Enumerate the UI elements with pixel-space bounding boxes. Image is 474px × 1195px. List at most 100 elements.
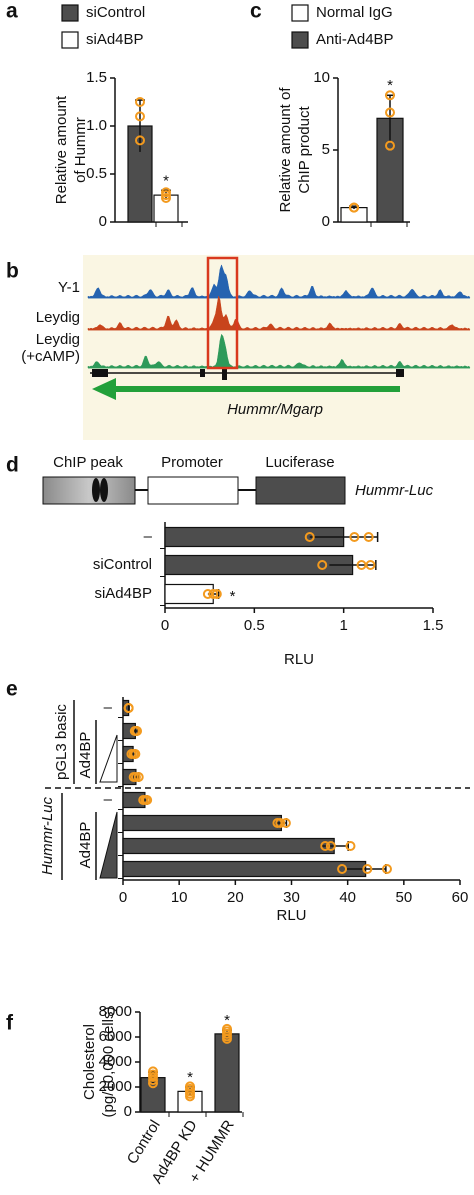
data-point — [135, 135, 145, 146]
bar — [164, 583, 214, 605]
construct-name: Hummr-Luc — [355, 482, 434, 499]
data-point — [385, 90, 395, 101]
data-point — [381, 864, 392, 874]
treatment-label: Ad4BP — [77, 732, 94, 779]
data-point — [325, 841, 336, 851]
bar — [122, 860, 367, 878]
legend-label: Anti-Ad4BP — [316, 31, 394, 48]
data-point — [211, 589, 222, 599]
treatment-label: Ad4BP — [77, 822, 94, 869]
promoter-box — [147, 476, 239, 505]
luciferase-box — [255, 476, 346, 505]
data-point — [148, 1078, 158, 1089]
track-label: Leydig — [36, 309, 80, 326]
bar — [340, 207, 368, 223]
track-label: Leydig — [36, 331, 80, 348]
browser-background — [83, 255, 474, 440]
gene-label: Hummr/Mgarp — [227, 401, 323, 418]
element-label: ChIP peak — [53, 454, 123, 471]
data-point — [130, 749, 141, 759]
data-point — [123, 703, 134, 713]
element-label: Promoter — [161, 454, 223, 471]
y-tick-label: – — [104, 699, 113, 716]
legend-swatch — [61, 4, 79, 22]
data-point — [208, 589, 219, 599]
bar — [122, 814, 282, 832]
y-axis-label: Relative amount of — [277, 87, 294, 213]
signal-track — [87, 295, 471, 331]
data-point — [222, 1033, 232, 1044]
significance: * — [187, 1069, 193, 1086]
exon — [200, 369, 205, 377]
data-point — [148, 1075, 158, 1086]
dose-ramp — [99, 734, 118, 783]
highlight-box — [206, 256, 239, 370]
data-point — [337, 864, 348, 874]
y-tick-label: siAd4BP — [94, 585, 152, 602]
significance: * — [163, 172, 169, 189]
y-tick-label: 0 — [99, 213, 107, 230]
panel-letter: c — [250, 0, 262, 23]
legend-label: Normal IgG — [316, 4, 393, 21]
legend-swatch — [61, 31, 79, 49]
panel-letter: e — [6, 678, 18, 701]
gene-arrowhead — [92, 378, 116, 400]
x-tick-label: Control — [124, 1117, 164, 1167]
exon — [92, 369, 108, 377]
bar — [122, 837, 335, 855]
panel-letter: d — [6, 454, 19, 477]
data-point — [365, 560, 376, 570]
y-axis-label: Cholesterol — [81, 1024, 98, 1100]
data-point — [349, 202, 359, 213]
group-label: pGL3 basic — [53, 704, 70, 780]
x-axis-label: RLU — [276, 907, 306, 924]
x-tick-label: 1 — [339, 617, 347, 634]
legend-swatch — [291, 31, 309, 49]
legend-label: siControl — [86, 4, 145, 21]
bar — [164, 554, 354, 576]
x-tick-label: 40 — [339, 889, 356, 906]
x-tick-label: 20 — [227, 889, 244, 906]
x-tick-label: 50 — [395, 889, 412, 906]
y-tick-label: 5 — [322, 141, 330, 158]
y-tick-label: 10 — [313, 69, 330, 86]
x-tick-label: 0 — [161, 617, 169, 634]
data-point — [161, 193, 171, 203]
y-tick-label: 0.5 — [86, 165, 107, 182]
group-label: Hummr-Luc — [39, 796, 56, 875]
data-point — [275, 818, 286, 828]
legend-label: siAd4BP — [86, 31, 144, 48]
data-point — [148, 1072, 158, 1082]
significance: * — [224, 1012, 230, 1029]
y-tick-label: 2000 — [99, 1078, 132, 1095]
y-tick-label: 1.0 — [86, 117, 107, 134]
data-point — [133, 772, 144, 782]
signal-track — [87, 264, 471, 299]
signal-track — [87, 333, 471, 369]
y-tick-label: 0 — [124, 1103, 132, 1120]
data-point — [304, 532, 315, 542]
exon — [222, 366, 227, 380]
data-point — [362, 864, 373, 874]
x-axis-label: RLU — [284, 651, 314, 668]
data-point — [185, 1091, 195, 1102]
track-label: Y-1 — [58, 279, 80, 296]
chip-peak-box — [42, 476, 136, 505]
panel-letter: f — [6, 1012, 14, 1035]
y-axis-label: Relative amount — [53, 95, 70, 204]
data-point — [135, 97, 145, 107]
exon — [396, 369, 404, 377]
element-label: Luciferase — [265, 454, 334, 471]
x-tick-label: 60 — [452, 889, 469, 906]
data-point — [320, 841, 331, 851]
panel-letter: b — [6, 260, 19, 283]
x-tick-label: 1.5 — [423, 617, 444, 634]
data-point — [385, 107, 395, 118]
y-tick-label: 6000 — [99, 1028, 132, 1045]
dose-ramp — [99, 811, 118, 879]
y-tick-label: 1.5 — [86, 69, 107, 86]
x-tick-label: 0.5 — [244, 617, 265, 634]
binding-site — [100, 478, 108, 502]
panel-letter: a — [6, 0, 18, 23]
significance: * — [387, 77, 393, 94]
